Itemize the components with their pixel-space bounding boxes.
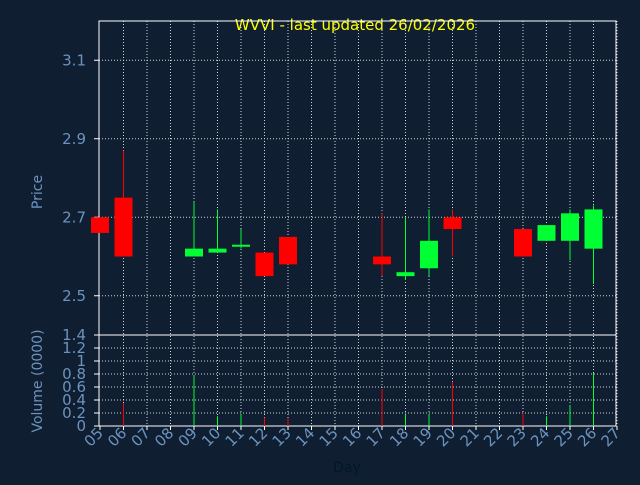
x-tick-label: 13 — [269, 424, 295, 450]
chart-title: WVVI - last updated 26/02/2026 — [235, 16, 475, 34]
volume-tick-label: 0.6 — [62, 378, 86, 396]
x-tick-label: 23 — [504, 424, 530, 450]
x-tick-label: 18 — [386, 424, 412, 450]
candle-body — [255, 252, 274, 277]
candle-body — [91, 217, 109, 233]
x-tick-label: 14 — [292, 424, 318, 450]
volume-tick-label: 0.2 — [62, 404, 86, 422]
candle-body — [279, 236, 297, 265]
candle-body — [396, 272, 415, 277]
price-tick-label: 2.9 — [62, 130, 86, 148]
x-tick-label: 26 — [574, 424, 600, 450]
price-tick-label: 2.5 — [62, 287, 86, 305]
volume-tick-label: 1.2 — [62, 339, 86, 357]
x-tick-label: 17 — [363, 424, 389, 450]
candle-body — [114, 197, 133, 257]
x-tick-label: 11 — [222, 424, 248, 450]
x-tick-label: 19 — [410, 424, 436, 450]
x-tick-label: 24 — [527, 424, 553, 450]
x-tick-label: 07 — [128, 424, 154, 450]
x-tick-label: 21 — [457, 424, 483, 450]
price-tick-label: 2.7 — [62, 208, 86, 226]
volume-tick-label: 0 — [76, 417, 86, 435]
price-axis-label: Price — [30, 175, 46, 209]
x-tick-label: 22 — [480, 424, 506, 450]
price-panel-frame — [98, 20, 617, 336]
x-tick-label: 12 — [245, 424, 271, 450]
volume-tick-label: 0.8 — [62, 365, 86, 383]
x-tick-label: 10 — [198, 424, 224, 450]
candle-body — [232, 244, 250, 247]
candle-body — [208, 248, 227, 253]
x-tick-label: 08 — [151, 424, 177, 450]
x-tick-label: 09 — [175, 424, 201, 450]
x-tick-label: 27 — [598, 424, 624, 450]
x-tick-label: 15 — [316, 424, 342, 450]
x-tick-label: 20 — [433, 424, 459, 450]
candle-body — [514, 229, 532, 257]
candle-body — [373, 256, 391, 265]
x-tick-label: 25 — [551, 424, 577, 450]
price-tick-label: 3.1 — [62, 51, 86, 69]
candle-body — [443, 217, 462, 230]
x-axis-label: Day — [333, 460, 361, 476]
x-tick-label: 16 — [339, 424, 365, 450]
candle-body — [584, 209, 603, 249]
candle-body — [561, 213, 579, 241]
candle-body — [185, 248, 203, 257]
volume-tick-label: 1 — [76, 352, 86, 370]
x-tick-label: 06 — [104, 424, 130, 450]
volume-panel-frame — [98, 334, 617, 427]
volume-tick-label: 1.4 — [62, 326, 86, 344]
volume-tick-label: 0.4 — [62, 391, 86, 409]
candle-body — [420, 240, 438, 269]
volume-axis-label: Volume (0000) — [30, 329, 46, 432]
candle-body — [537, 225, 556, 241]
